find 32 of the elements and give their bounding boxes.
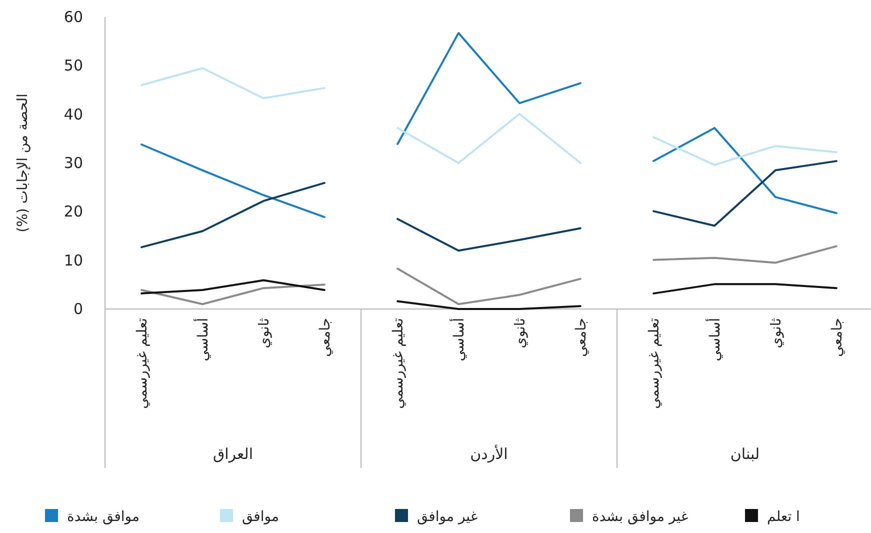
x-tick-label: جامعي	[829, 318, 846, 357]
legend-label: غير موافق	[417, 509, 478, 525]
x-tick-label: جامعي	[573, 318, 590, 357]
line-series	[140, 67, 326, 100]
x-axis-title: العراق	[212, 445, 254, 463]
y-tick-label: 40	[64, 105, 83, 124]
x-tick-label: أساسي	[450, 318, 468, 362]
x-tick-label: أساسي	[706, 318, 724, 362]
x-tick-label: تعليم غيررسمي	[646, 318, 663, 409]
legend-label: موافق بشدة	[67, 509, 140, 525]
y-tick-label: 60	[64, 8, 83, 26]
x-tick-label: أساسي	[194, 318, 212, 362]
y-tick-label: 0	[73, 300, 83, 318]
x-tick-label: ثانوي	[768, 318, 784, 348]
y-tick-label: 50	[64, 56, 83, 75]
line-series	[140, 284, 326, 306]
x-tick-label: جامعي	[317, 318, 334, 357]
x-tick-label: تعليم غيررسمي	[134, 318, 151, 409]
legend-label: ا تعلم	[767, 509, 800, 525]
legend-label: موافق	[242, 509, 279, 525]
legend-label: غير موافق بشدة	[592, 509, 688, 525]
x-axis-title: لبنان	[730, 445, 760, 463]
x-tick-label: ثانوي	[256, 318, 272, 348]
y-axis-title: الحصة من الإجابات (%)	[15, 94, 31, 232]
x-axis-title: الأردن	[470, 444, 508, 463]
y-tick-label: 10	[64, 251, 83, 270]
y-tick-label: 30	[64, 154, 83, 172]
x-tick-label: تعليم غيررسمي	[390, 318, 407, 409]
y-tick-label: 20	[64, 202, 83, 221]
line-series	[140, 144, 326, 218]
line-series	[140, 182, 326, 248]
x-tick-label: ثانوي	[512, 318, 528, 348]
